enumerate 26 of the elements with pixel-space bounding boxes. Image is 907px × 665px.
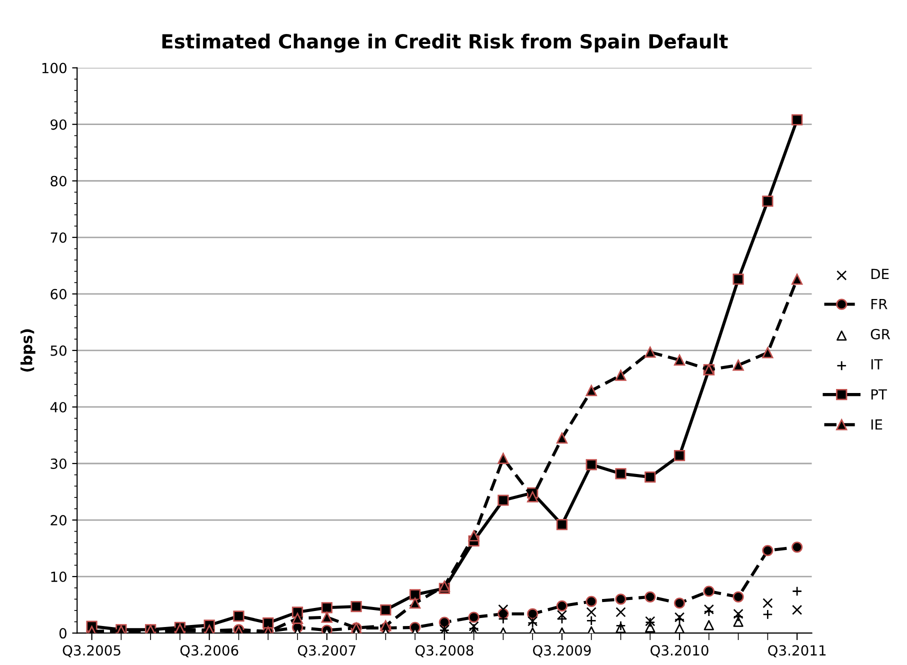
y-tick-label: 70 [50, 232, 66, 243]
y-tick-label: 50 [50, 345, 66, 356]
legend-label: PT [871, 389, 887, 400]
y-tick-label: 80 [50, 176, 66, 186]
x-tick-label: Q3.2008 [415, 645, 474, 658]
chart-title: Estimated Change in Credit Risk from Spain Default [162, 34, 728, 53]
legend-label: IE [871, 419, 882, 430]
x-tick-label: Q3.2009 [532, 645, 591, 658]
x-tick-label: Q3.2010 [650, 645, 708, 658]
y-tick-label: 60 [50, 288, 66, 300]
x-tick-label: Q3.2011 [768, 645, 826, 658]
y-tick-label: 100 [42, 62, 66, 74]
y-tick-label: 10 [51, 572, 66, 582]
y-axis-title: (bps) [20, 329, 36, 372]
y-tick-label: 40 [50, 402, 66, 412]
legend-label: GR [870, 328, 890, 340]
legend-label: DE [871, 268, 889, 280]
legend-label: FR [871, 299, 888, 310]
y-tick-label: 90 [50, 119, 66, 130]
y-tick-label: 30 [50, 458, 66, 469]
legend-label: IT [871, 359, 883, 370]
y-tick-label: 0 [59, 628, 66, 639]
x-tick-label: Q3.2007 [298, 645, 356, 658]
x-tick-label: Q3.2005 [62, 645, 120, 658]
y-tick-label: 20 [50, 515, 66, 526]
x-tick-label: Q3.2006 [180, 645, 238, 658]
